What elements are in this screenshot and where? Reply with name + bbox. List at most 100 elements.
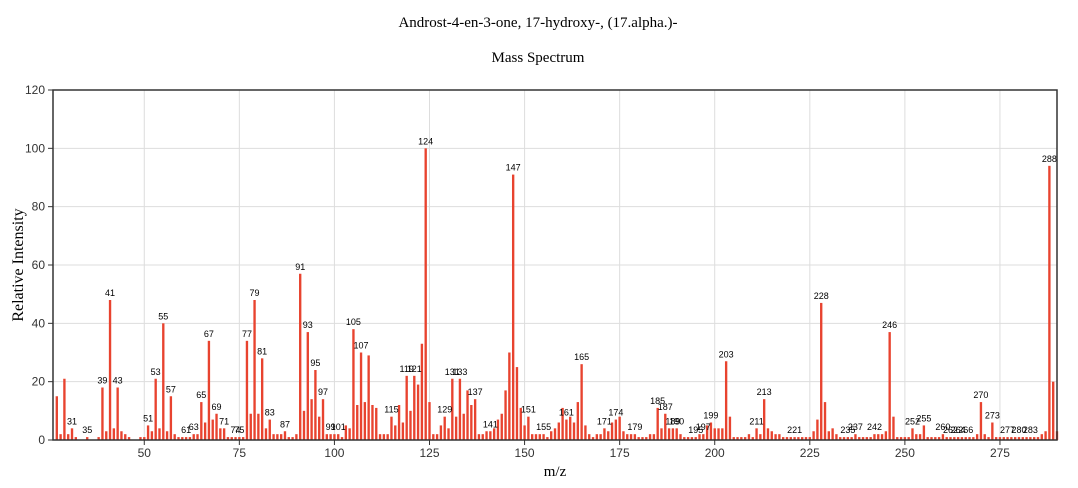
y-tick-label: 80: [32, 200, 46, 214]
peak-bar: [150, 431, 154, 440]
peak-bar: [1052, 381, 1055, 440]
peak-bar: [466, 390, 469, 440]
peak-bar: [637, 437, 640, 440]
peak-bar: [975, 434, 979, 440]
x-axis-ticks: 50 75 100 125 150 175 200 225 250 275: [138, 440, 1010, 460]
peak-bar: [177, 437, 180, 440]
peak-label: 74: [231, 425, 241, 435]
peak-label: 197: [696, 422, 711, 432]
peak-bar: [359, 352, 363, 440]
peak-bar: [363, 402, 367, 440]
y-tick-label: 120: [25, 83, 45, 97]
peak-bar: [173, 434, 176, 440]
peak-label: 161: [559, 408, 574, 418]
peak-bar: [804, 437, 808, 440]
peak-bar: [550, 431, 553, 440]
peak-label: 99: [326, 422, 336, 432]
peak-label: 77: [242, 329, 252, 339]
peak-label: 41: [105, 288, 115, 298]
peak-label: 91: [295, 262, 305, 272]
peak-bar: [97, 437, 100, 440]
y-tick-label: 20: [32, 375, 46, 389]
peak-label: 129: [437, 405, 452, 415]
peak-bar: [371, 405, 374, 440]
peak-bar: [953, 437, 956, 440]
peak-bar: [823, 402, 827, 440]
peak-bar: [523, 425, 526, 440]
y-tick-label: 60: [32, 258, 46, 272]
y-tick-label: 0: [38, 433, 45, 447]
peak-bar: [489, 431, 492, 440]
peak-label: 79: [250, 288, 260, 298]
peak-bar: [960, 437, 964, 440]
peak-label: 273: [985, 411, 1000, 421]
peak-bar: [941, 434, 945, 440]
peak-bar: [401, 422, 405, 440]
peak-bar: [561, 407, 564, 440]
peak-bar: [192, 434, 195, 440]
peak-bar: [348, 428, 351, 440]
peak-bar: [390, 416, 393, 440]
peak-bar: [386, 434, 389, 440]
peak-bar: [949, 437, 952, 440]
peak-bar: [991, 422, 994, 440]
peak-bar: [280, 434, 283, 440]
peak-bar: [230, 437, 233, 440]
peak-bar: [1033, 437, 1036, 440]
peak-bar: [645, 437, 648, 440]
peak-bar: [70, 428, 74, 440]
peak-bar: [820, 302, 823, 440]
peak-bar: [124, 434, 127, 440]
peak-bar: [105, 431, 108, 440]
peak-bar: [257, 413, 260, 440]
peak-label: 264: [951, 425, 966, 435]
peak-bar: [842, 437, 846, 440]
peak-bar: [964, 437, 967, 440]
peak-label: 35: [82, 425, 92, 435]
peak-bar: [1017, 437, 1021, 440]
peak-label: 43: [113, 376, 123, 386]
peak-label: 213: [757, 387, 772, 397]
peak-bar: [219, 428, 222, 440]
peak-bar: [694, 437, 697, 440]
peak-bar: [755, 428, 758, 440]
peak-bar: [778, 434, 781, 440]
peak-bar: [899, 437, 903, 440]
peak-bar: [797, 437, 800, 440]
peak-bar: [801, 437, 804, 440]
peak-bar: [1044, 431, 1047, 440]
peak-bar: [344, 425, 348, 440]
peak-bar: [721, 428, 724, 440]
peak-label: 31: [67, 416, 77, 426]
peak-bar: [458, 378, 462, 440]
peak-bar: [492, 428, 496, 440]
peak-bar: [918, 434, 922, 440]
peak-bar: [877, 434, 880, 440]
peak-label: 51: [143, 413, 153, 423]
peak-bar: [588, 434, 591, 440]
peak-label: 121: [407, 364, 422, 374]
peak-bar: [785, 437, 789, 440]
peak-bar: [1002, 437, 1005, 440]
peak-bar: [74, 437, 77, 440]
peak-bar: [660, 428, 663, 440]
peak-label: 266: [958, 425, 973, 435]
peak-bar: [226, 437, 230, 440]
peak-bar: [314, 370, 317, 440]
peak-bar: [622, 431, 625, 440]
peak-bar: [245, 340, 249, 440]
peak-bar: [238, 437, 241, 440]
peak-bar: [165, 431, 169, 440]
peak-bar: [515, 367, 519, 440]
peak-bar: [299, 273, 302, 440]
peak-bar: [356, 405, 359, 440]
peak-label: 237: [848, 422, 863, 432]
peak-bar: [766, 428, 770, 440]
peak-bar: [915, 434, 918, 440]
peak-bar: [531, 434, 534, 440]
peak-bar: [367, 355, 370, 440]
peak-bar: [743, 437, 747, 440]
peak-bar: [896, 437, 899, 440]
